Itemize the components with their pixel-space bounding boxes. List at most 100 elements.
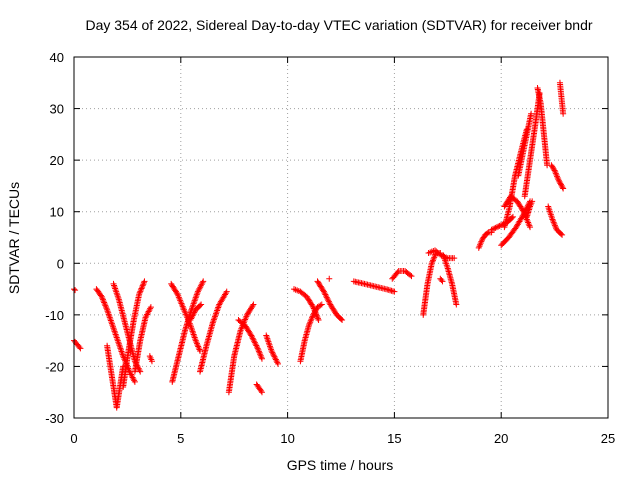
data-point bbox=[310, 310, 317, 317]
data-point bbox=[325, 298, 332, 305]
y-tick-label: 40 bbox=[50, 50, 64, 65]
data-point bbox=[491, 225, 498, 232]
data-point bbox=[550, 219, 557, 226]
data-point bbox=[529, 198, 536, 205]
series-arc-22 bbox=[389, 268, 415, 282]
data-point bbox=[553, 171, 560, 178]
data-point bbox=[430, 257, 437, 264]
data-point bbox=[258, 389, 265, 396]
data-point bbox=[488, 226, 495, 233]
data-point bbox=[100, 298, 107, 305]
data-point bbox=[492, 224, 499, 231]
data-point bbox=[559, 231, 566, 238]
data-point bbox=[147, 305, 154, 312]
y-axis-ticks: -30 -20 -10 0 10 20 30 40 bbox=[45, 50, 608, 426]
series-arc-12 bbox=[197, 288, 230, 375]
data-point bbox=[560, 185, 567, 192]
data-point bbox=[273, 357, 280, 364]
data-point bbox=[407, 272, 414, 279]
data-point bbox=[430, 255, 437, 262]
series-arc-36 bbox=[545, 203, 566, 238]
series-arc-15 bbox=[253, 381, 265, 396]
series-arc-31 bbox=[501, 193, 534, 231]
data-point bbox=[255, 348, 262, 355]
data-point bbox=[192, 337, 199, 344]
data-point bbox=[249, 302, 256, 309]
data-point bbox=[222, 290, 229, 297]
data-point bbox=[270, 350, 277, 357]
grid-lines bbox=[73, 56, 609, 419]
data-point bbox=[250, 336, 257, 343]
data-point bbox=[484, 230, 491, 237]
data-point bbox=[258, 387, 265, 394]
data-point bbox=[549, 216, 556, 223]
data-point bbox=[248, 332, 255, 339]
data-point bbox=[193, 339, 200, 346]
data-point bbox=[519, 207, 526, 214]
data-point bbox=[271, 353, 278, 360]
series-arc-11 bbox=[187, 301, 205, 324]
data-point bbox=[305, 322, 312, 329]
data-point bbox=[195, 343, 202, 350]
data-point bbox=[101, 299, 108, 306]
data-point bbox=[197, 302, 204, 309]
data-point bbox=[556, 179, 563, 186]
data-point bbox=[555, 176, 562, 183]
data-point bbox=[338, 315, 344, 322]
data-point bbox=[269, 349, 276, 356]
data-point bbox=[318, 301, 325, 308]
data-point bbox=[250, 301, 257, 308]
data-point bbox=[131, 377, 138, 384]
data-point bbox=[317, 302, 324, 309]
data-point bbox=[307, 317, 314, 324]
series-arc-27 bbox=[475, 229, 495, 251]
series-arc-24 bbox=[425, 247, 458, 262]
data-point bbox=[101, 300, 108, 307]
series-arc-35 bbox=[534, 84, 551, 169]
data-point bbox=[310, 311, 317, 318]
data-point bbox=[254, 345, 261, 352]
data-point bbox=[552, 168, 559, 175]
data-point bbox=[253, 342, 260, 349]
data-point bbox=[439, 278, 446, 285]
data-point bbox=[223, 288, 230, 295]
data-point bbox=[137, 368, 144, 375]
y-axis-label: SDTVAR / TECUs bbox=[6, 182, 22, 294]
data-point bbox=[199, 279, 206, 286]
data-point bbox=[550, 166, 557, 173]
data-point bbox=[200, 278, 207, 285]
x-tick-label: 10 bbox=[280, 431, 294, 446]
data-point bbox=[251, 339, 258, 346]
data-point bbox=[554, 173, 561, 180]
data-point bbox=[306, 320, 313, 327]
chart-title: Day 354 of 2022, Sidereal Day-to-day VTE… bbox=[85, 17, 592, 33]
data-point bbox=[552, 223, 559, 230]
series-arc-04 bbox=[104, 342, 127, 411]
data-point bbox=[198, 301, 205, 308]
data-point bbox=[77, 345, 84, 352]
data-point bbox=[557, 180, 564, 187]
data-point bbox=[193, 340, 200, 347]
data-point bbox=[550, 217, 557, 224]
series-arc-06 bbox=[120, 278, 148, 391]
data-point bbox=[309, 313, 316, 320]
data-point bbox=[137, 286, 144, 293]
data-point bbox=[148, 358, 155, 365]
data-point bbox=[136, 289, 143, 296]
data-point bbox=[194, 342, 201, 349]
data-point bbox=[314, 315, 321, 322]
data-point bbox=[256, 349, 263, 356]
data-point bbox=[309, 314, 316, 321]
y-tick-label: 10 bbox=[50, 205, 64, 220]
data-point bbox=[268, 347, 275, 354]
data-point bbox=[257, 352, 264, 359]
data-point bbox=[551, 167, 558, 174]
data-point bbox=[508, 214, 515, 221]
series-arc-25 bbox=[437, 275, 446, 285]
y-tick-label: 20 bbox=[50, 153, 64, 168]
data-point bbox=[554, 174, 561, 181]
data-point bbox=[102, 302, 109, 309]
series-arc-17 bbox=[291, 286, 322, 324]
data-point bbox=[339, 317, 346, 324]
